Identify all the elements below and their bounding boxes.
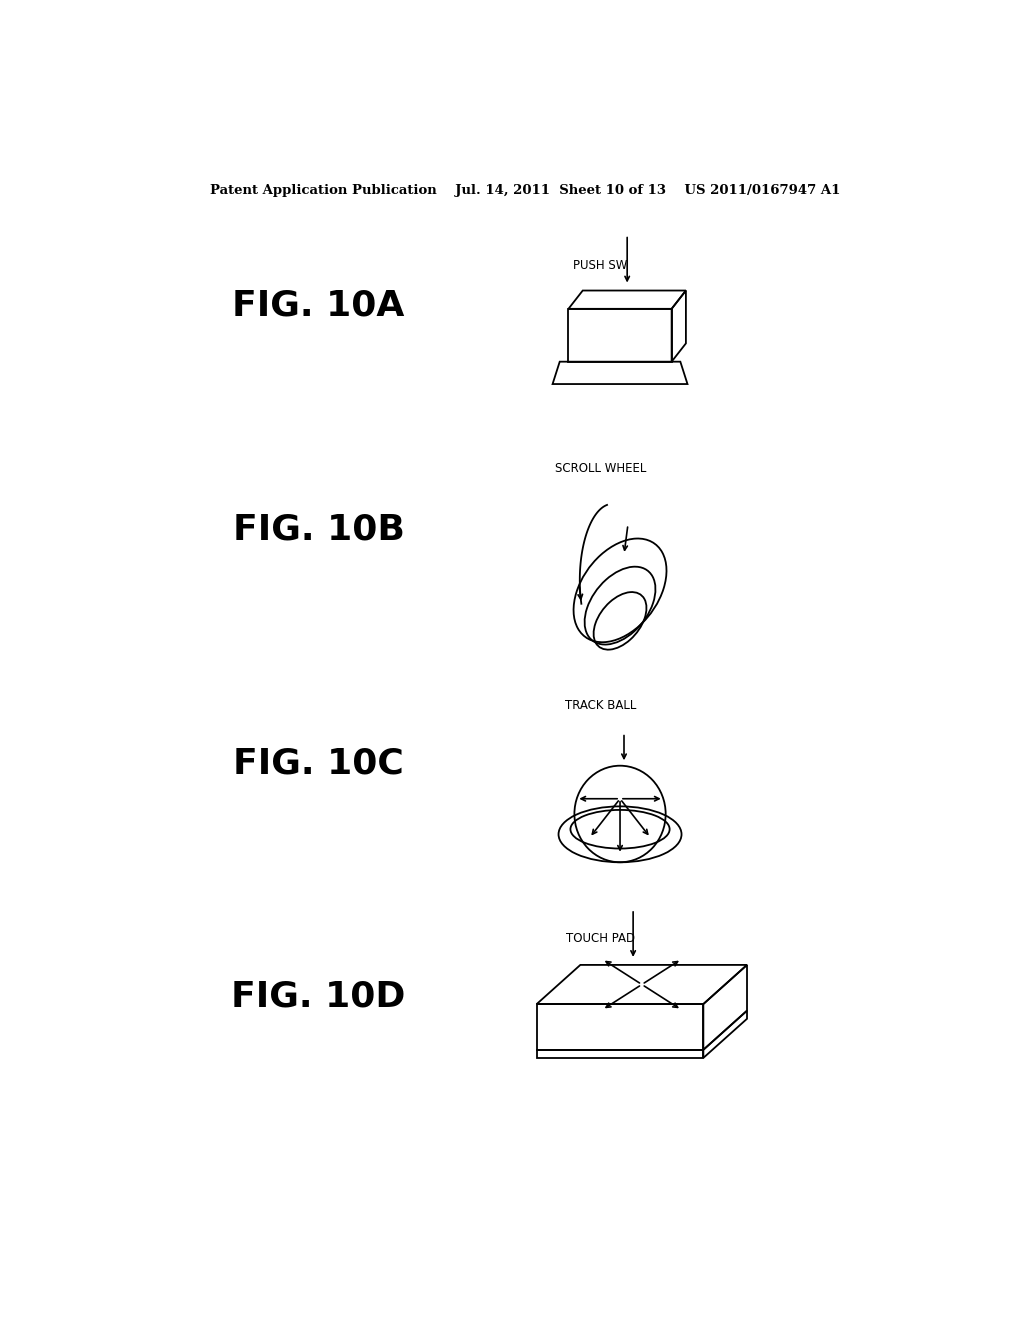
Text: FIG. 10A: FIG. 10A bbox=[232, 289, 404, 323]
Text: FIG. 10B: FIG. 10B bbox=[232, 512, 404, 546]
Text: Patent Application Publication    Jul. 14, 2011  Sheet 10 of 13    US 2011/01679: Patent Application Publication Jul. 14, … bbox=[210, 185, 840, 198]
Text: SCROLL WHEEL: SCROLL WHEEL bbox=[555, 462, 646, 475]
Text: TRACK BALL: TRACK BALL bbox=[564, 698, 636, 711]
Text: FIG. 10C: FIG. 10C bbox=[233, 746, 403, 780]
Text: TOUCH PAD: TOUCH PAD bbox=[565, 932, 635, 945]
Text: FIG. 10D: FIG. 10D bbox=[231, 979, 406, 1014]
Text: PUSH SW: PUSH SW bbox=[573, 259, 628, 272]
